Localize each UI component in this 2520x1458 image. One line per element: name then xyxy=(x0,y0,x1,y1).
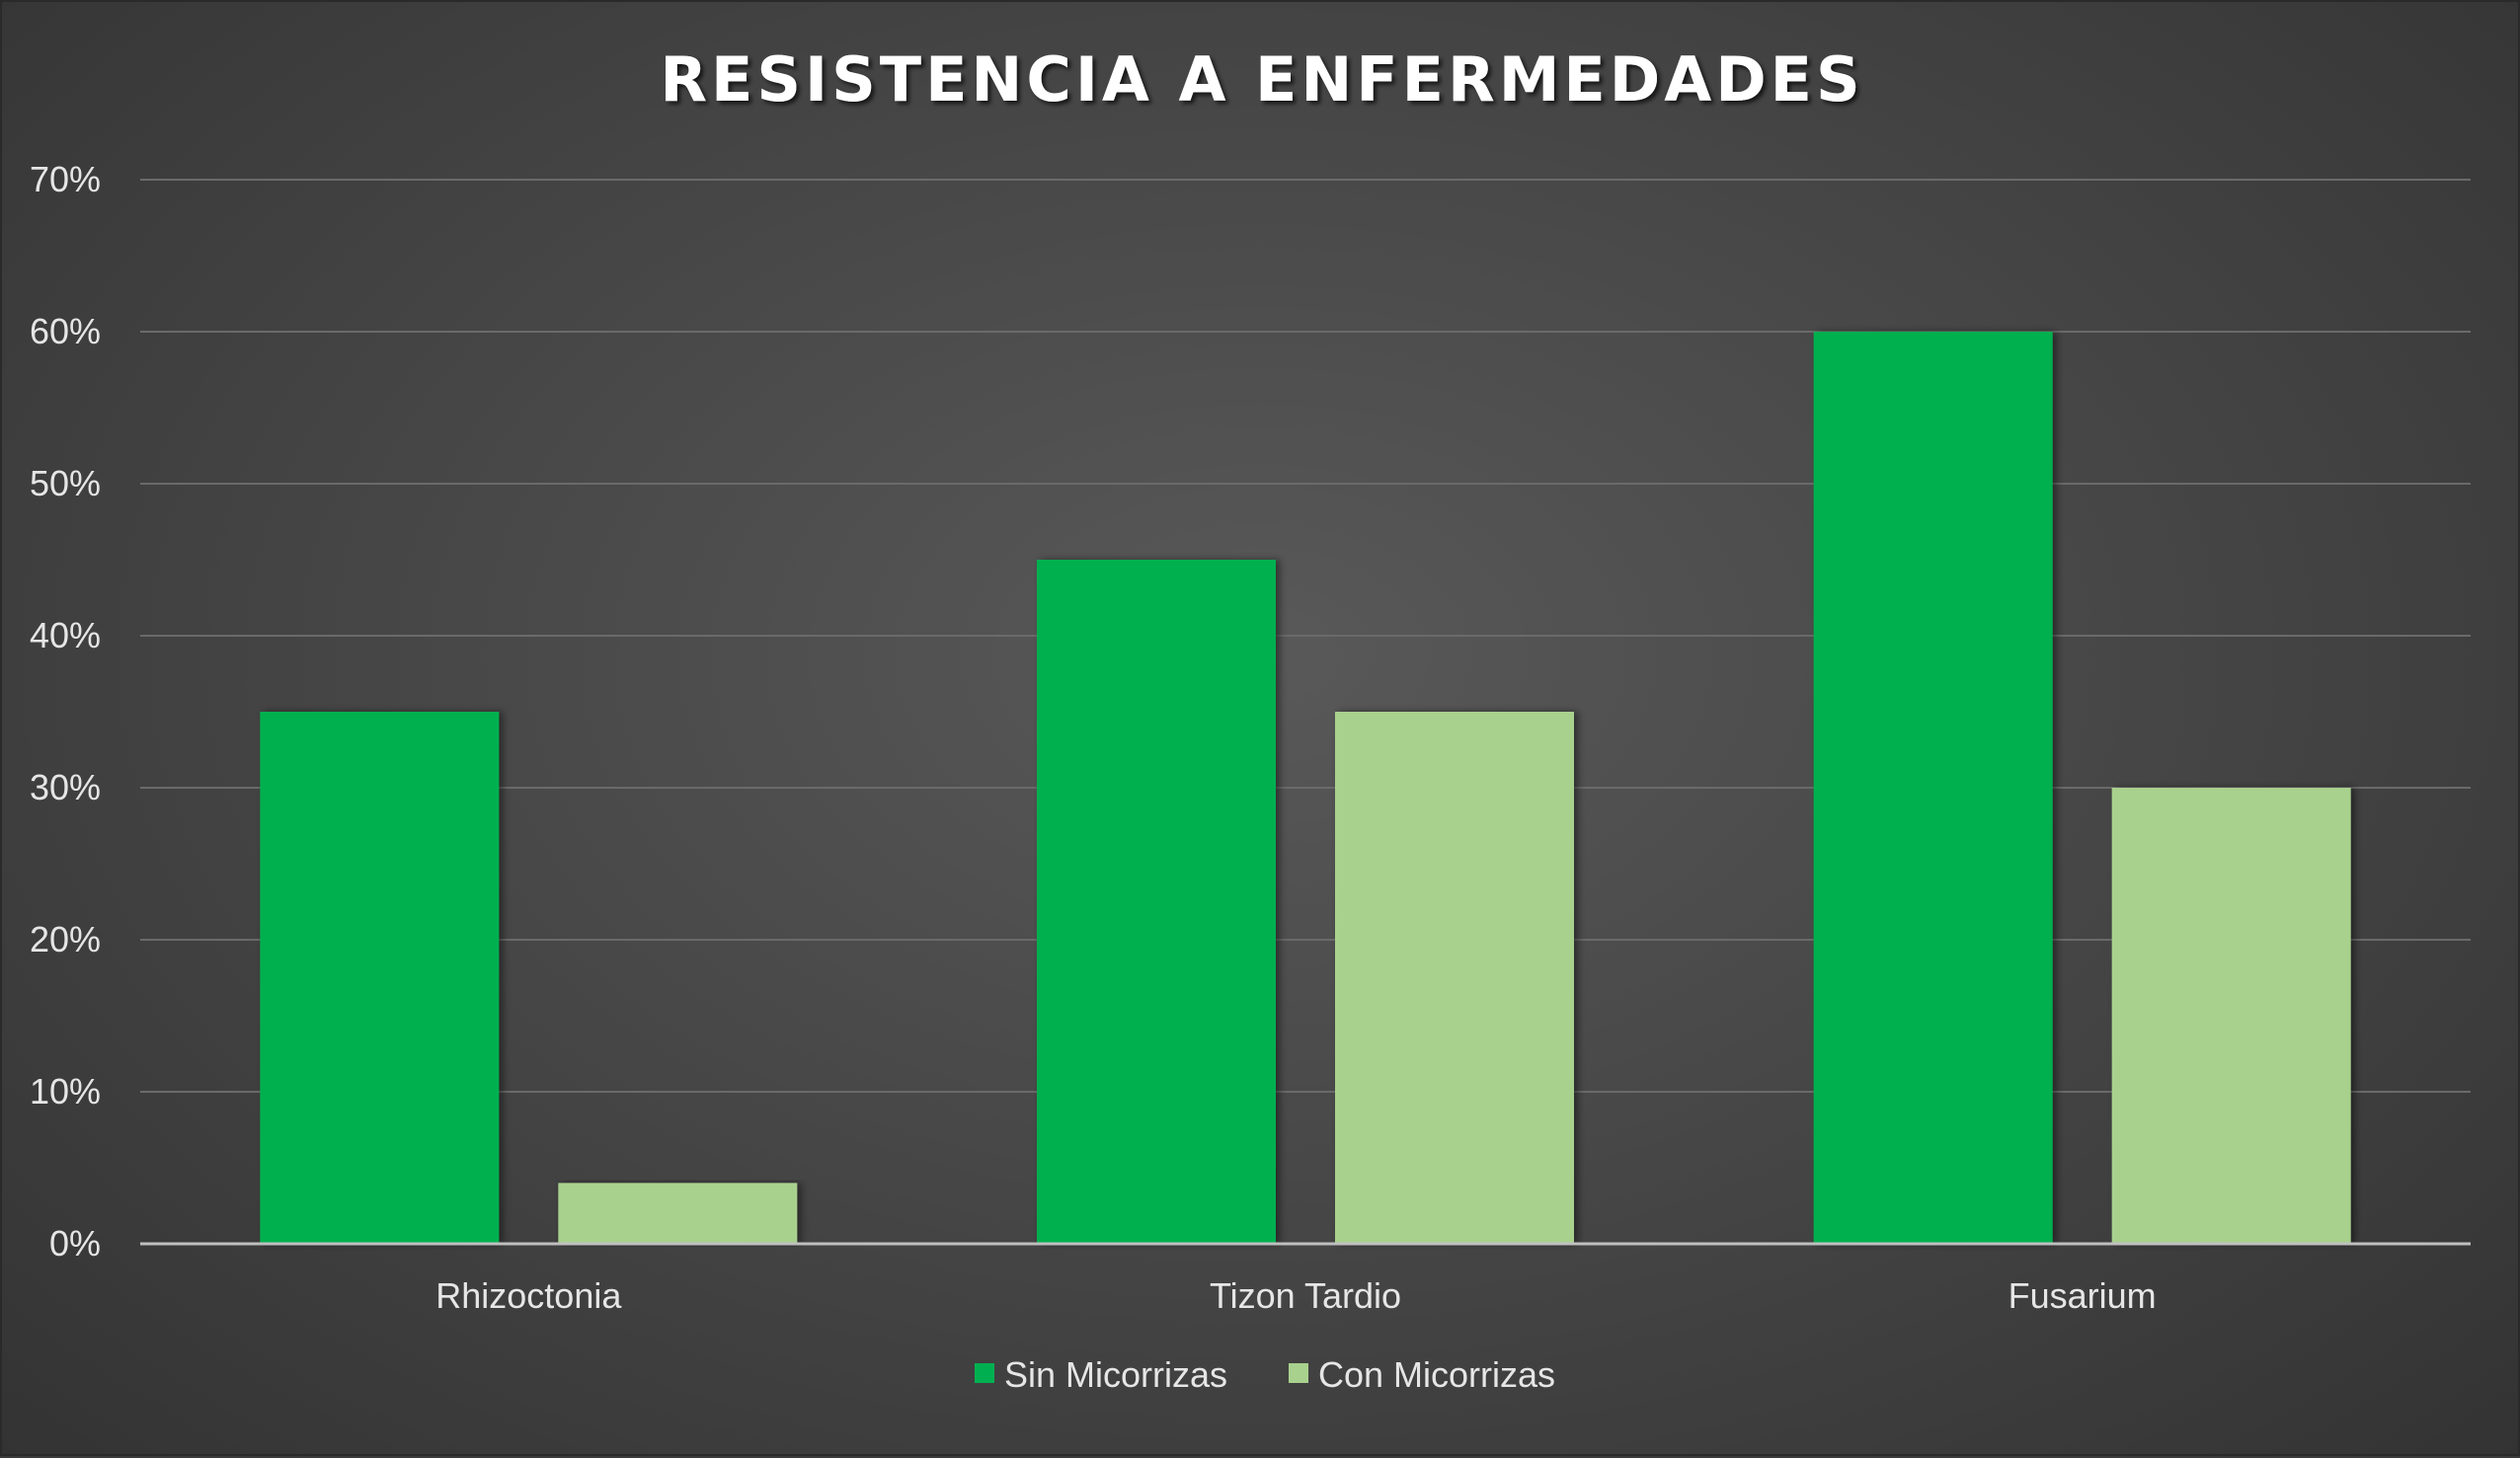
bar-con-micorrizas-rhizoctonia xyxy=(558,1183,798,1244)
bar-sin-micorrizas-fusarium xyxy=(1813,332,2053,1244)
y-axis-ticks: 0% 10% 20% 30% 40% 50% 60% 70% xyxy=(30,159,101,1264)
bar-sin-micorrizas-rhizoctonia xyxy=(260,712,500,1244)
bar-con-micorrizas-fusarium xyxy=(2111,788,2351,1244)
x-tick-label: Rhizoctonia xyxy=(435,1275,622,1316)
legend-label: Sin Micorrizas xyxy=(1004,1354,1227,1395)
legend-swatch xyxy=(1289,1363,1308,1383)
bar-sin-micorrizas-tizon-tardio xyxy=(1037,560,1276,1244)
x-axis-labels: Rhizoctonia Tizon Tardio Fusarium xyxy=(435,1275,2156,1316)
y-tick-label: 0% xyxy=(49,1223,101,1264)
y-tick-label: 10% xyxy=(30,1071,101,1112)
gridlines xyxy=(140,179,2471,1093)
x-tick-label: Tizon Tardio xyxy=(1210,1275,1401,1316)
x-tick-label: Fusarium xyxy=(2008,1275,2157,1316)
bars xyxy=(260,332,2351,1244)
y-tick-label: 70% xyxy=(30,159,101,199)
y-tick-label: 50% xyxy=(30,463,101,503)
chart-title: RESISTENCIA A ENFERMEDADES xyxy=(660,43,1863,115)
y-tick-label: 20% xyxy=(30,919,101,959)
y-tick-label: 40% xyxy=(30,615,101,655)
y-tick-label: 30% xyxy=(30,767,101,807)
bar-con-micorrizas-tizon-tardio xyxy=(1335,712,1574,1244)
legend: Sin Micorrizas Con Micorrizas xyxy=(975,1354,1555,1395)
y-tick-label: 60% xyxy=(30,311,101,351)
legend-swatch xyxy=(975,1363,994,1383)
legend-label: Con Micorrizas xyxy=(1318,1354,1555,1395)
